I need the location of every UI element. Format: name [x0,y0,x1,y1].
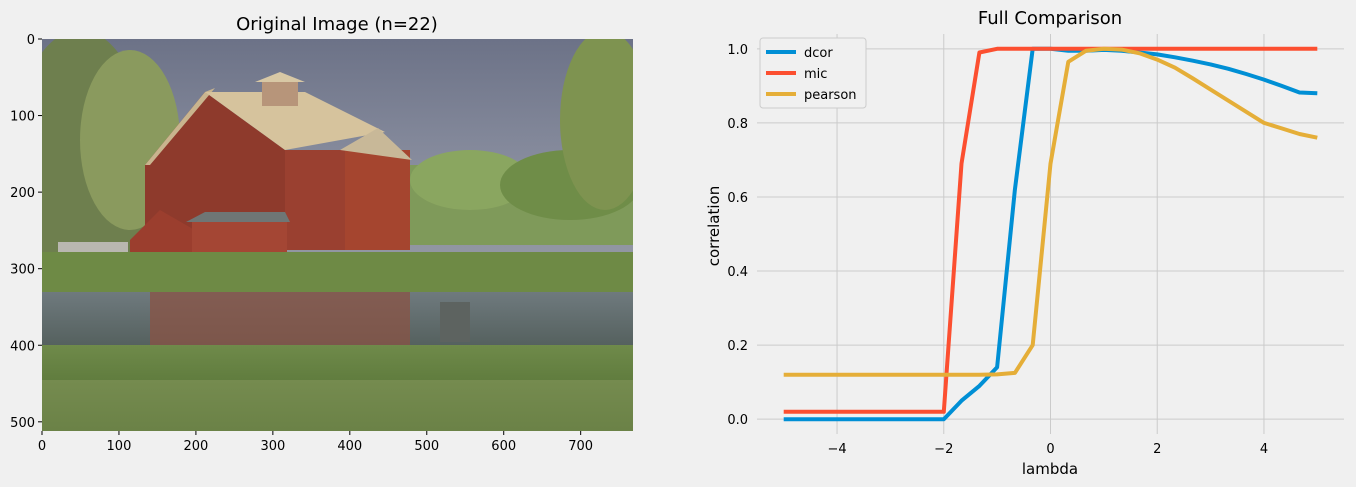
y-tick-label: 0.4 [727,265,748,280]
y-tick-label: 1.0 [727,43,748,58]
image-title: Original Image (n=22) [236,14,438,35]
image-panel: Original Image (n=22) [10,14,633,454]
x-tick-label: 300 [260,439,285,454]
x-tick-label: 700 [568,439,593,454]
legend-frame [759,37,867,109]
line-chart-panel: Full Comparison −4 −2 0 2 4 0.0 0.2 0.4 0.6 0.8 1… [705,8,1344,478]
x-tick-label: 100 [107,439,132,454]
y-tick-label: 200 [10,186,35,201]
y-axis: 0.0 0.2 0.4 0.6 0.8 1.0 [727,43,748,428]
series-line-pearson [783,46,1318,377]
barn-photo [42,39,633,431]
series-line-mic [783,46,1318,414]
x-axis: −4 −2 0 2 4 [827,442,1268,457]
x-tick-label: 0 [38,439,46,454]
x-tick-label: 400 [337,439,362,454]
y-tick-label: 500 [10,416,35,431]
x-tick-label: 200 [183,439,208,454]
x-axis-label: lambda [1022,460,1078,478]
y-tick-label: 300 [10,263,35,278]
y-tick-label: 0.6 [727,191,748,206]
chart-title: Full Comparison [978,8,1122,29]
x-tick-label: −2 [934,442,953,457]
y-tick-label: 0.0 [727,413,748,428]
series-lines [783,46,1318,422]
y-tick-label: 100 [10,110,35,125]
x-tick-label: 500 [414,439,439,454]
y-axis-label: correlation [705,186,723,267]
legend-label-pearson: pearson [804,88,857,103]
x-tick-label: 2 [1153,442,1161,457]
x-tick-label: −4 [827,442,846,457]
image-x-axis: 0 100 200 300 400 500 600 700 [38,431,593,454]
y-tick-label: 0 [27,33,35,48]
y-tick-label: 0.8 [727,117,748,132]
y-tick-label: 400 [10,339,35,354]
image-y-axis: 0 100 200 300 400 500 [10,33,42,431]
y-tick-label: 0.2 [727,339,748,354]
legend-label-mic: mic [804,67,827,82]
x-tick-label: 4 [1260,442,1268,457]
x-tick-label: 0 [1046,442,1054,457]
legend: dcor mic pearson [759,37,867,109]
x-tick-label: 600 [491,439,516,454]
legend-label-dcor: dcor [804,46,833,61]
